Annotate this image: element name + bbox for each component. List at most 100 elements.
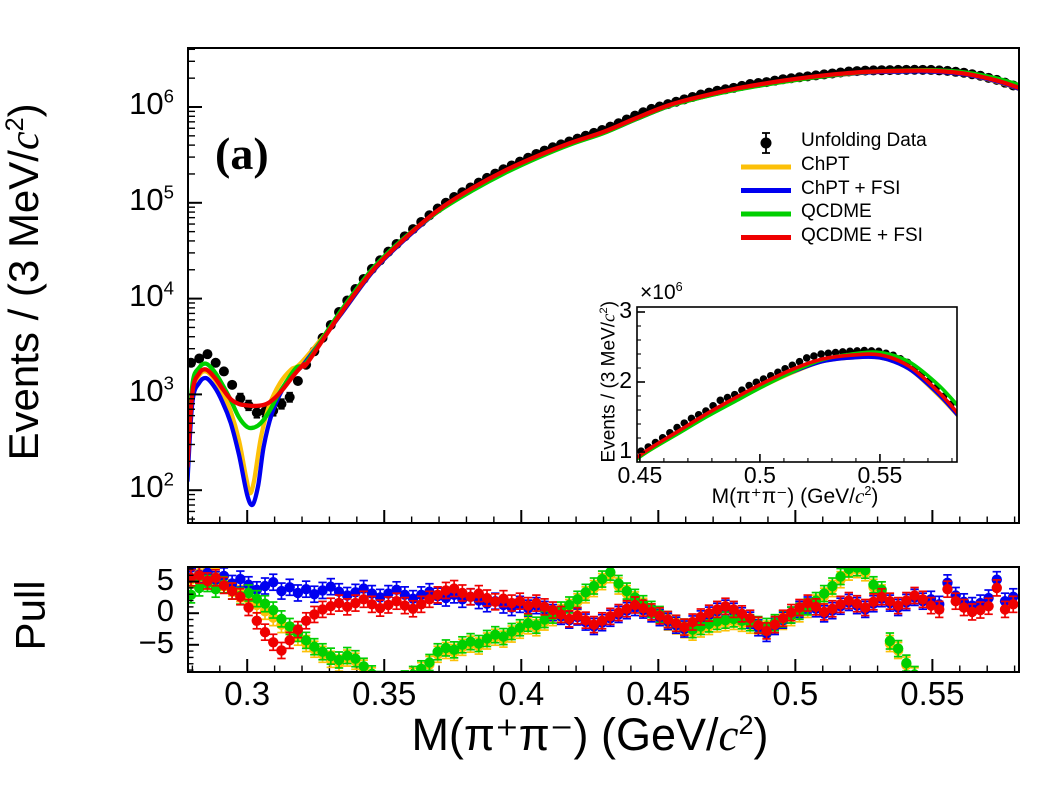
y-tick-label-1e4-exp: 4 — [163, 277, 174, 299]
x-tick-label-0.5: 0.5 — [772, 675, 819, 712]
data-point — [276, 398, 287, 409]
x-tick-label-0.55: 0.55 — [900, 675, 965, 712]
inset-x-axis-title-sup: 2 — [864, 484, 872, 498]
pull-axis-ticks — [188, 568, 199, 671]
pull-point — [259, 626, 271, 638]
pull-point — [1008, 599, 1019, 610]
x-axis-title-italic-c: c — [718, 710, 739, 760]
pull-point — [498, 593, 509, 604]
pull-point — [448, 644, 460, 656]
pull-point — [818, 588, 830, 599]
pull-point — [958, 602, 970, 613]
pull-point — [358, 594, 369, 605]
pull-point — [827, 603, 838, 614]
pull-point — [572, 610, 583, 621]
pull-series-qcdme — [188, 567, 920, 672]
data-point — [194, 353, 205, 364]
legend-label-chpt: ChPT — [801, 154, 850, 175]
data-point — [251, 407, 262, 418]
inset-x-axis-title-text: M(π⁺π⁻) (GeV/ — [711, 485, 855, 508]
pull-point — [892, 600, 904, 611]
inset-x-tick-label-0.55: 0.55 — [857, 462, 903, 488]
pull-point — [621, 585, 632, 597]
pull-point — [884, 595, 896, 607]
pull-point — [901, 595, 912, 606]
pull-point — [210, 572, 221, 584]
pull-point — [687, 616, 698, 628]
y-tick-label-1e6-base: 10 — [129, 86, 164, 121]
inset-background — [637, 307, 957, 462]
legend — [741, 132, 791, 240]
y-tick-label-1e2-exp: 2 — [163, 468, 174, 490]
data-point — [292, 375, 303, 386]
pull-point — [572, 594, 583, 605]
legend-label-qcdme: QCDME — [801, 201, 872, 222]
data-point — [227, 379, 238, 390]
inset-x-tick-label-0.45: 0.45 — [617, 462, 663, 488]
pull-point — [432, 646, 443, 657]
pull-point — [728, 604, 739, 615]
pull-point — [226, 585, 238, 597]
y-tick-label-1e3: 103 — [104, 374, 174, 407]
pull-point — [744, 613, 756, 624]
inset-x-axis-title-italic-c: c — [854, 484, 865, 508]
pull-point — [720, 601, 731, 612]
pull-point — [251, 593, 262, 604]
pull-point — [194, 582, 205, 594]
inset-data-point — [810, 352, 818, 360]
pull-point — [547, 604, 558, 616]
inset-frame — [636, 306, 958, 463]
pull-point — [580, 614, 591, 626]
x-tick-label-0.3: 0.3 — [224, 675, 271, 712]
pull-point — [983, 601, 994, 612]
pull-point — [868, 579, 879, 590]
pull-point — [712, 604, 723, 615]
pull-point — [835, 599, 846, 610]
pull-point — [374, 602, 386, 614]
legend-label-chpt-fsi: ChPT + FSI — [801, 177, 901, 199]
pull-y-tick-label-5: 5 — [156, 561, 174, 597]
legend-marker-icon — [760, 137, 772, 149]
pull-point — [317, 604, 328, 615]
pull-point — [555, 609, 567, 620]
inset-data-point — [824, 349, 833, 358]
pull-point — [432, 589, 443, 601]
pull-point — [399, 600, 410, 611]
pull-point — [342, 601, 353, 613]
pull-point — [629, 599, 641, 611]
data-point — [235, 393, 246, 404]
pull-point — [613, 578, 624, 589]
x-axis-title-close: ) — [753, 709, 769, 760]
pull-point — [564, 613, 575, 625]
pull-point — [457, 639, 468, 650]
inset-scale-label-text: ×10 — [640, 281, 676, 304]
pull-point — [383, 599, 394, 611]
pull-point — [243, 602, 254, 613]
main-y-axis-title-italic-c: c — [2, 131, 49, 151]
pull-point — [925, 600, 937, 611]
pull-point — [662, 614, 674, 625]
pull-point — [498, 631, 509, 642]
inset-data-point — [795, 357, 804, 366]
pull-point — [901, 657, 912, 669]
pull-point — [325, 581, 336, 592]
pull-point — [300, 583, 312, 595]
inset-scale-label-sup: 6 — [675, 280, 683, 294]
pull-point — [794, 602, 805, 613]
pull-points — [188, 567, 1019, 672]
y-tick-label-1e6-exp: 6 — [163, 85, 174, 107]
legend-label-qcdme-fsi: QCDME + FSI — [801, 224, 923, 246]
pull-point — [851, 567, 863, 573]
x-axis-title-sup: 2 — [738, 710, 754, 740]
pull-point — [514, 622, 526, 633]
panel-label: (a) — [215, 128, 269, 179]
x-tick-label-0.35: 0.35 — [352, 675, 417, 712]
pull-point — [407, 603, 419, 614]
pull-point — [440, 642, 452, 654]
y-tick-label-1e2: 102 — [104, 468, 174, 503]
main-y-axis-title-text: Events / (3 MeV/ — [0, 150, 48, 461]
pull-point — [596, 573, 608, 585]
pull-point — [391, 595, 402, 607]
inset-y-tick-label-3: 3 — [619, 297, 632, 323]
pull-point — [860, 602, 871, 613]
